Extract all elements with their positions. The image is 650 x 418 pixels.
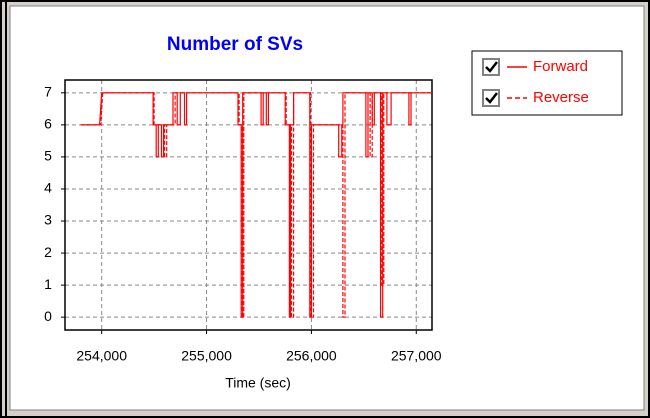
x-tick-label: 257,000 (391, 348, 442, 364)
y-tick-label: 5 (44, 148, 52, 164)
y-tick-label: 1 (44, 276, 52, 292)
y-tick-label: 6 (44, 116, 52, 132)
legend-label: Reverse (533, 89, 589, 106)
y-tick-label: 7 (44, 84, 52, 100)
x-axis-label: Time (sec) (225, 375, 291, 391)
y-tick-label: 4 (44, 180, 52, 196)
legend-checkbox[interactable] (482, 89, 500, 107)
legend-checkbox[interactable] (482, 58, 500, 76)
x-tick-label: 254,000 (76, 348, 127, 364)
x-tick-label: 255,000 (181, 348, 232, 364)
legend-check (485, 92, 498, 104)
plot-border (64, 79, 433, 331)
legend-check (485, 61, 498, 73)
y-tick-label: 0 (44, 308, 52, 324)
chart-title: Number of SVs (167, 34, 303, 55)
y-tick-label: 2 (44, 244, 52, 260)
y-tick-label: 3 (44, 212, 52, 228)
x-tick-label: 256,000 (286, 348, 337, 364)
legend-label: Forward (533, 58, 588, 75)
